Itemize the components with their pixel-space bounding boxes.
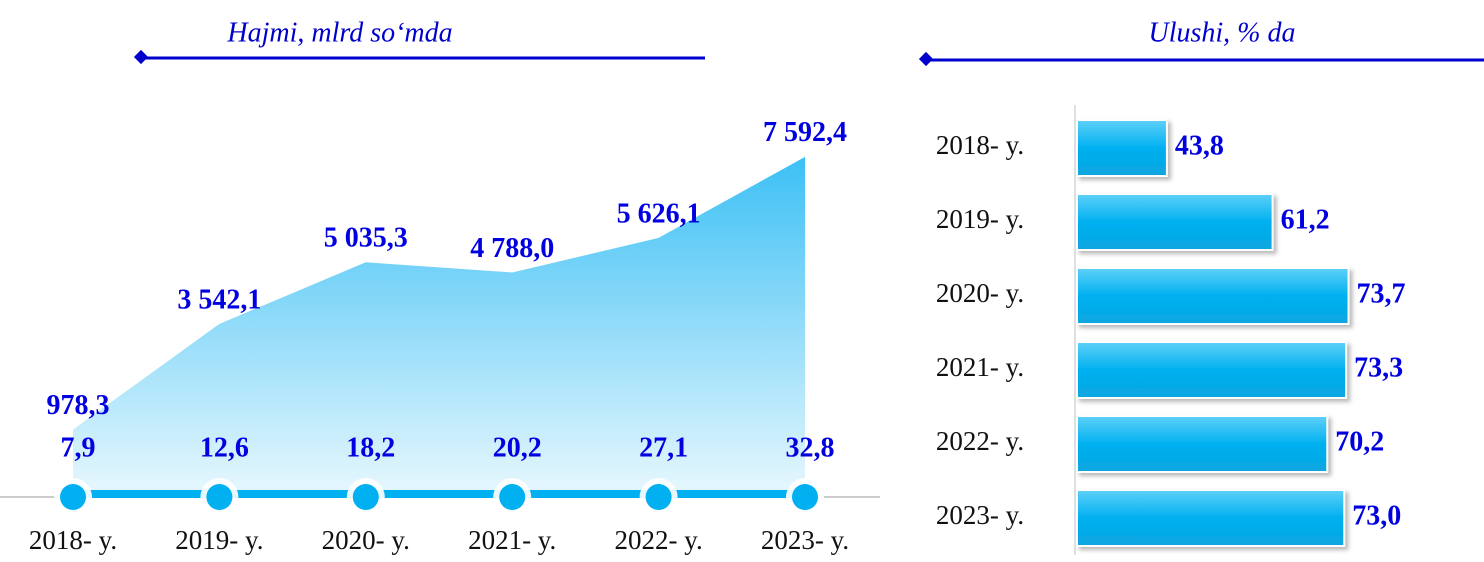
y-tick-label: 2021- y. [936,352,1024,382]
bar [1076,341,1348,399]
x-tick-label: 2023- y. [761,525,849,555]
x-tick-label: 2018- y. [29,525,117,555]
bar [1076,119,1168,177]
bar [1076,415,1329,473]
value-label: 18,2 [346,432,395,463]
marker [352,484,379,510]
x-tick-label: 2021- y. [468,525,556,555]
value-label: 27,1 [639,432,688,463]
marker [499,484,526,510]
bar [1076,489,1346,547]
value-label: 5 035,3 [324,223,408,254]
bar [1076,193,1274,251]
value-label: 43,8 [1175,130,1224,161]
y-tick-label: 2018- y. [936,130,1024,160]
value-label: 73,3 [1354,352,1403,383]
title-diamond [133,49,149,65]
value-label: 978,3 [47,390,110,421]
y-tick-label: 2022- y. [936,426,1024,456]
value-label: 3 542,1 [177,284,261,315]
value-label: 20,2 [493,432,542,463]
value-label: 12,6 [200,432,249,463]
value-label: 4 788,0 [470,233,554,264]
track [73,490,805,498]
title-diamond [918,51,934,67]
y-tick-label: 2019- y. [936,204,1024,234]
x-tick-label: 2019- y. [175,525,263,555]
value-label: 5 626,1 [617,198,701,229]
value-label: 61,2 [1281,204,1330,235]
bar [1076,267,1350,325]
right-title: Ulushi, % da [1149,17,1296,48]
marker [60,484,86,510]
value-label: 70,2 [1335,426,1384,457]
x-tick-label: 2020- y. [322,525,410,555]
value-label: 73,7 [1357,278,1406,309]
y-tick-label: 2023- y. [936,500,1024,530]
value-label: 7 592,4 [763,117,847,148]
area [73,156,805,492]
y-tick-label: 2020- y. [936,278,1024,308]
value-label: 32,8 [786,432,835,463]
value-label: 7,9 [61,432,96,463]
x-tick-label: 2022- y. [614,525,702,555]
marker [645,484,672,510]
marker [792,484,818,510]
value-label: 73,0 [1352,500,1401,531]
marker [206,484,233,510]
left-title: Hajmi, mlrd so‘mda [226,17,452,48]
